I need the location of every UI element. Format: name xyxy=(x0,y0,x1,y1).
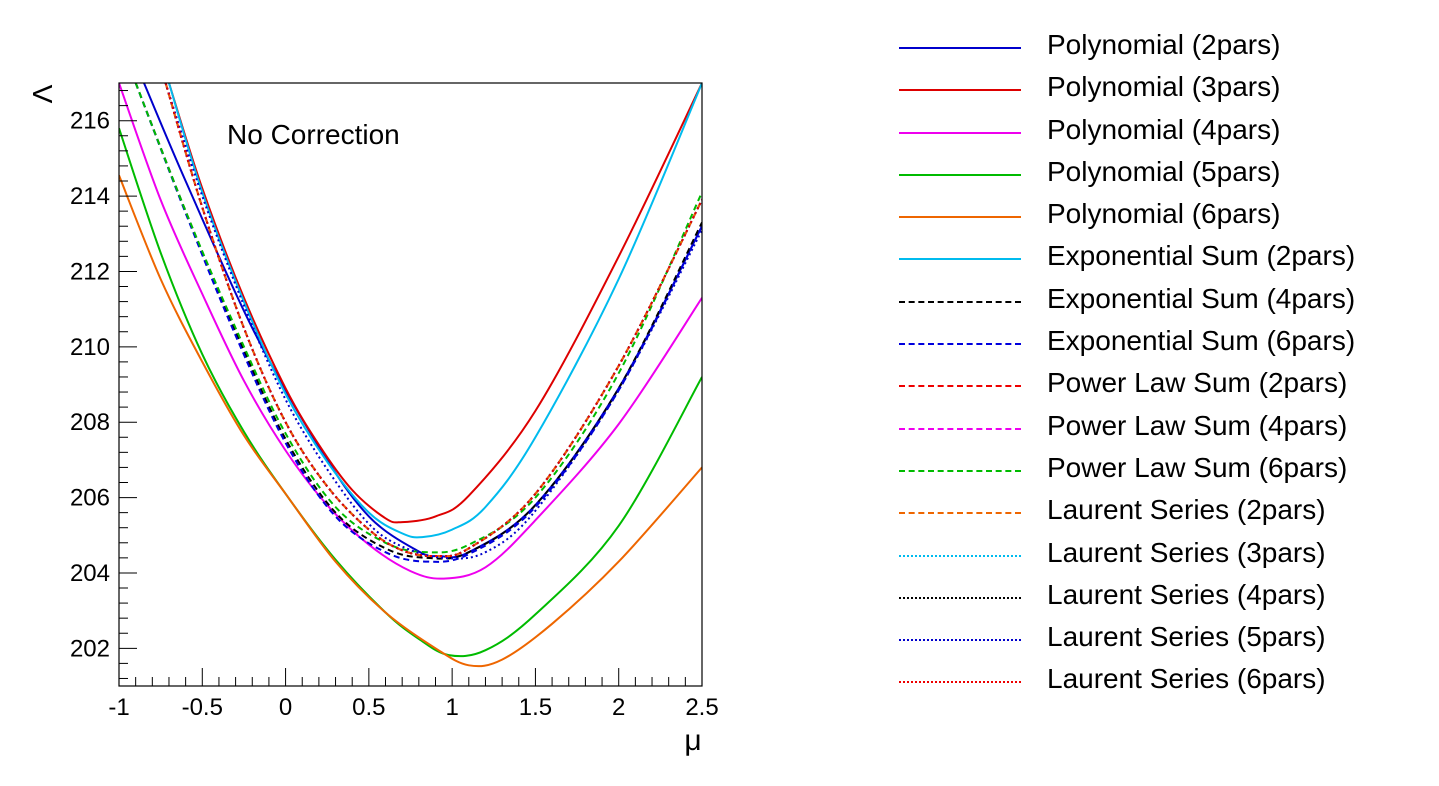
y-tick-label: 216 xyxy=(70,108,110,135)
x-tick-label: 1.5 xyxy=(519,694,552,721)
legend-entry: Power Law Sum (2pars) xyxy=(895,364,1425,406)
series-line-11 xyxy=(134,83,702,554)
legend-entry: Power Law Sum (6pars) xyxy=(895,449,1425,491)
y-tick-label: 204 xyxy=(70,560,110,587)
x-tick-label: 1 xyxy=(445,694,458,721)
legend-swatch xyxy=(899,639,1021,642)
legend-entry: Polynomial (2pars) xyxy=(895,26,1425,68)
x-tick-label: -1 xyxy=(108,694,129,721)
y-tick-label: 212 xyxy=(70,258,110,285)
series-line-14 xyxy=(164,83,702,558)
legend-swatch xyxy=(899,512,1021,515)
legend-label: Polynomial (5pars) xyxy=(1047,155,1281,187)
legend-swatch xyxy=(899,131,1021,134)
legend-entry: Laurent Series (5pars) xyxy=(895,618,1425,660)
y-tick-label: 202 xyxy=(70,635,110,662)
legend-entry: Polynomial (3pars) xyxy=(895,68,1425,110)
legend-label: Polynomial (6pars) xyxy=(1047,198,1281,230)
series-lines xyxy=(119,83,702,668)
legend-label: Power Law Sum (4pars) xyxy=(1047,409,1348,441)
legend-label: Exponential Sum (2pars) xyxy=(1047,240,1356,272)
legend-swatch xyxy=(899,258,1021,261)
legend-swatch xyxy=(899,469,1021,472)
series-line-12 xyxy=(164,83,702,558)
legend-entry: Exponential Sum (2pars) xyxy=(895,237,1425,279)
legend-swatch xyxy=(899,343,1021,346)
legend-swatch xyxy=(899,385,1021,388)
legend-swatch xyxy=(899,681,1021,684)
x-tick-label: 2.5 xyxy=(685,694,718,721)
legend-entry: Exponential Sum (4pars) xyxy=(895,280,1425,322)
legend-swatch xyxy=(899,427,1021,430)
series-line-5 xyxy=(119,174,702,668)
legend-entry: Laurent Series (3pars) xyxy=(895,534,1425,576)
series-line-7 xyxy=(134,83,702,560)
legend-label: Exponential Sum (6pars) xyxy=(1047,325,1356,357)
axes: -1 -0.5 0 0.5 1 1.5 2 2.5 202 204 206 208 210 212 214 2… xyxy=(70,90,719,721)
legend-swatch xyxy=(899,89,1021,92)
legend-entry: Polynomial (6pars) xyxy=(895,195,1425,237)
x-axis-label: μ xyxy=(684,724,701,757)
x-tick-label: 0 xyxy=(279,694,292,721)
y-tick-label: 210 xyxy=(70,334,110,361)
legend-entry: Power Law Sum (4pars) xyxy=(895,407,1425,449)
legend-swatch xyxy=(899,300,1021,303)
x-tick-label: 2 xyxy=(612,694,625,721)
x-tick-label: 0.5 xyxy=(352,694,385,721)
series-line-6 xyxy=(168,83,702,539)
series-line-13 xyxy=(164,83,702,558)
y-axis-label: Λ xyxy=(27,84,58,103)
y-tick-label: 206 xyxy=(70,485,110,512)
legend-swatch xyxy=(899,554,1021,557)
legend-swatch xyxy=(899,47,1021,49)
legend-label: Polynomial (2pars) xyxy=(1047,29,1281,60)
legend-label: Exponential Sum (4pars) xyxy=(1047,282,1356,314)
legend-entry: Laurent Series (2pars) xyxy=(895,491,1425,533)
legend-label: Laurent Series (3pars) xyxy=(1047,536,1326,568)
series-line-15 xyxy=(164,83,702,560)
x-tick-label: -0.5 xyxy=(182,694,223,721)
legend-entry: Polynomial (4pars) xyxy=(895,111,1425,153)
series-line-10 xyxy=(164,83,702,558)
legend-swatch xyxy=(899,596,1021,599)
series-line-3 xyxy=(119,83,702,580)
series-line-8 xyxy=(134,83,702,563)
legend-label: Laurent Series (5pars) xyxy=(1047,621,1326,653)
legend-label: Polynomial (4pars) xyxy=(1047,113,1281,145)
series-line-9 xyxy=(164,83,702,558)
legend-entry: Laurent Series (4pars) xyxy=(895,576,1425,618)
legend-label: Polynomial (3pars) xyxy=(1047,71,1281,103)
legend-label: Power Law Sum (6pars) xyxy=(1047,451,1348,483)
chart-plot: -1 -0.5 0 0.5 1 1.5 2 2.5 202 204 206 208 210 212 214 2… xyxy=(27,82,719,757)
plot-annotation: No Correction xyxy=(227,119,400,150)
legend-swatch xyxy=(899,173,1021,176)
legend-entry: Laurent Series (6pars) xyxy=(895,660,1425,702)
legend-label: Power Law Sum (2pars) xyxy=(1047,367,1348,399)
legend-entry: Polynomial (5pars) xyxy=(895,153,1425,195)
legend: Polynomial (2pars) Polynomial (3pars) Poly… xyxy=(895,26,1425,703)
series-line-2 xyxy=(168,83,702,524)
series-line-1 xyxy=(143,83,702,559)
legend-label: Laurent Series (4pars) xyxy=(1047,578,1326,610)
plot-frame xyxy=(118,82,703,687)
legend-label: Laurent Series (2pars) xyxy=(1047,494,1326,526)
legend-label: Laurent Series (6pars) xyxy=(1047,663,1326,695)
y-tick-label: 214 xyxy=(70,183,110,210)
legend-swatch xyxy=(899,216,1021,219)
series-line-16 xyxy=(164,83,702,558)
legend-entry: Exponential Sum (6pars) xyxy=(895,322,1425,364)
y-tick-label: 208 xyxy=(70,409,110,436)
